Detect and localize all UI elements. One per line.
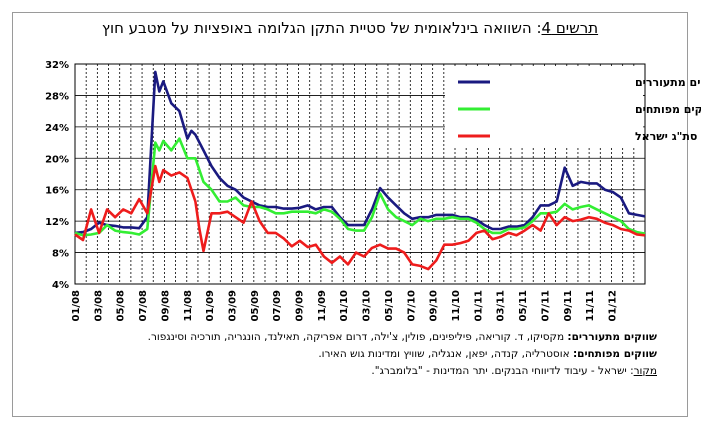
x-tick-label: 05/09 bbox=[250, 290, 261, 322]
y-tick-label: 24% bbox=[45, 123, 69, 134]
note-source: מקור: ישראל - עיבוד לדיווחי הבנקים. יתר … bbox=[57, 364, 657, 379]
x-tick-label: 01/09 bbox=[205, 290, 216, 322]
x-tick-label: 01/10 bbox=[339, 290, 350, 322]
x-tick-label: 01/11 bbox=[473, 290, 484, 322]
title-text: : השוואה בינלאומית של סטיית התקן הגלומה … bbox=[101, 19, 542, 37]
note-emerging: שווקים מתעוררים: מקסיקו, ד. קוריאה, פילי… bbox=[57, 330, 657, 345]
note-emerging-text: מקסיקו, ד. קוריאה, פיליפינים, פולין, צ'י… bbox=[147, 331, 568, 343]
plot-area-border bbox=[74, 63, 646, 285]
legend-label-2: ממוצע שווקים מפותחים bbox=[635, 103, 701, 116]
note-developed-label: שווקים מפותחים: bbox=[572, 348, 657, 360]
x-tick-label: 11/09 bbox=[317, 290, 328, 322]
x-tick-label: 03/11 bbox=[496, 290, 507, 322]
x-tick-label: 09/09 bbox=[295, 290, 306, 322]
x-tick-label: 09/11 bbox=[563, 290, 574, 322]
y-tick-label: 4% bbox=[52, 280, 69, 291]
y-tick-label: 12% bbox=[45, 217, 69, 228]
series-lines bbox=[74, 70, 646, 271]
x-tick-label: 07/09 bbox=[272, 290, 283, 322]
y-axis-tick-labels: 32% 28% 24% 20% 16% 12% 8% 4% bbox=[45, 60, 69, 291]
y-tick-label: 8% bbox=[52, 249, 69, 260]
footnotes: שווקים מתעוררים: מקסיקו, ד. קוריאה, פילי… bbox=[57, 330, 657, 381]
chart-frame bbox=[12, 12, 688, 417]
note-source-label: מקור bbox=[633, 365, 657, 377]
series-line-3 bbox=[74, 164, 646, 271]
x-tick-label: 05/08 bbox=[116, 290, 127, 322]
legend bbox=[445, 68, 643, 146]
note-emerging-label: שווקים מתעוררים: bbox=[567, 331, 657, 343]
legend-entries: ממוצע שווקים מתעוררים ממוצע שווקים מפותחי… bbox=[458, 76, 701, 143]
x-axis-tick-labels: 01/08 03/08 05/08 07/08 09/08 11/08 01/09 03/09… bbox=[71, 290, 618, 322]
x-tick-label: 03/10 bbox=[362, 290, 373, 322]
y-tick-label: 28% bbox=[45, 91, 69, 102]
x-tick-label: 09/08 bbox=[160, 290, 171, 322]
x-tick-label: 03/09 bbox=[227, 290, 238, 322]
x-tick-label: 03/08 bbox=[93, 290, 104, 322]
series-line-1 bbox=[74, 70, 646, 235]
legend-label-3: סת"ג ישראל bbox=[635, 130, 697, 143]
y-tick-label: 16% bbox=[45, 186, 69, 197]
x-tick-label: 01/12 bbox=[607, 290, 618, 322]
x-tick-label: 07/11 bbox=[540, 290, 551, 322]
legend-label-1: ממוצע שווקים מתעוררים bbox=[635, 76, 701, 89]
horizontal-gridlines bbox=[75, 95, 645, 253]
note-developed-text: אוסטרליה, קנדה, יפאן, אנגליה, שוויץ ומדי… bbox=[318, 348, 573, 360]
x-tick-label: 07/08 bbox=[138, 290, 149, 322]
y-tick-label: 20% bbox=[45, 154, 69, 165]
x-tick-label: 01/08 bbox=[71, 290, 82, 322]
note-developed: שווקים מפותחים: אוסטרליה, קנדה, יפאן, אנ… bbox=[57, 347, 657, 362]
x-tick-label: 11/10 bbox=[451, 290, 462, 322]
x-tick-label: 11/08 bbox=[183, 290, 194, 322]
x-tick-label: 05/11 bbox=[518, 290, 529, 322]
x-tick-label: 11/11 bbox=[585, 290, 596, 322]
y-tick-label: 32% bbox=[45, 60, 69, 71]
x-tick-label: 07/10 bbox=[406, 290, 417, 322]
x-tick-label: 05/10 bbox=[384, 290, 395, 322]
figure-label: תרשים 4 bbox=[541, 19, 599, 37]
note-source-text: : ישראל - עיבוד לדיווחי הבנקים. יתר המדי… bbox=[371, 365, 634, 377]
chart-title: תרשים 4: השוואה בינלאומית של סטיית התקן … bbox=[40, 18, 660, 39]
x-tick-label: 09/10 bbox=[429, 290, 440, 322]
